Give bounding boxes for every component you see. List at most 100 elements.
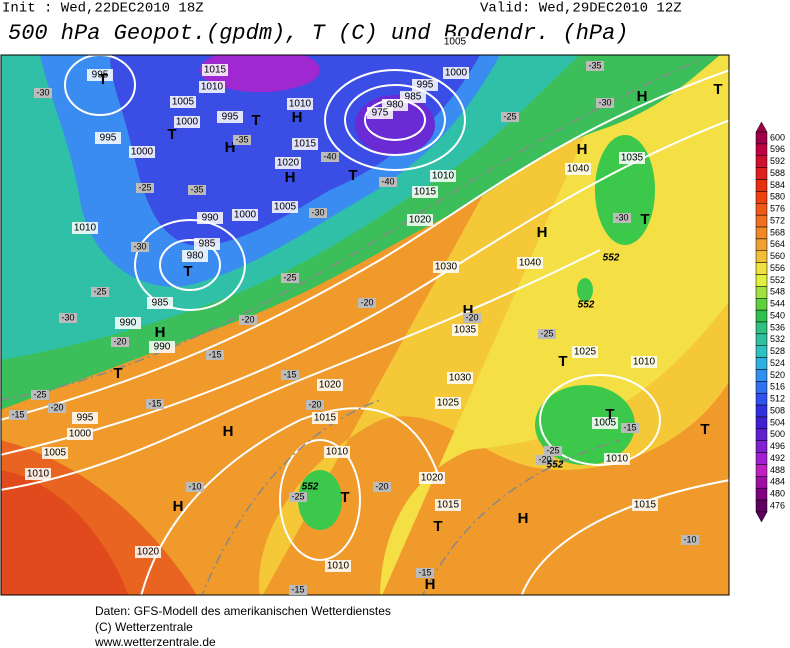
colorbar-swatch: [755, 321, 768, 335]
temperature-label: -30: [36, 87, 49, 97]
colorbar-label: 592: [770, 156, 785, 166]
pressure-label: 1015: [414, 187, 437, 198]
colorbar-label: 504: [770, 417, 785, 427]
temperature-label: -40: [323, 151, 336, 161]
pressure-label: 995: [417, 80, 434, 91]
pressure-label: 1025: [437, 398, 460, 409]
pressure-label-bg: [197, 212, 223, 224]
colorbar-swatch: [755, 452, 768, 465]
colorbar-swatch: [755, 262, 768, 275]
footer-line: www.wetterzentrale.de: [94, 635, 216, 648]
pressure-label: 1035: [454, 325, 477, 336]
pressure-label-bg: [147, 297, 173, 309]
colorbar-label: 532: [770, 334, 785, 344]
pressure-label-bg: [87, 69, 113, 81]
pressure-label-bg: [632, 499, 658, 511]
pressure-label-bg: [407, 214, 433, 226]
pressure-center: T: [167, 126, 176, 143]
isotherms: [1, 59, 701, 595]
colorbar-label: 588: [770, 168, 785, 178]
temperature-label: -20: [308, 399, 321, 409]
colorbar-label: 512: [770, 394, 785, 404]
pressure-label: 990: [154, 342, 171, 353]
pressure-center: T: [558, 353, 567, 370]
temperature-label-bg: [536, 455, 554, 465]
pressure-center: T: [640, 211, 649, 228]
colorbar-end: [755, 511, 768, 523]
colorbar-label: 584: [770, 180, 785, 190]
temperature-label-bg: [34, 88, 52, 98]
pressure-center: T: [183, 263, 192, 280]
colorbar-swatch: [755, 274, 768, 287]
pressure-label-bg: [199, 81, 225, 93]
temperature-label-bg: [379, 177, 397, 187]
colorbar-swatch: [755, 487, 768, 501]
pressure-label-bg: [442, 36, 468, 48]
temperature-label: -15: [148, 398, 161, 408]
height-label: 552: [302, 482, 319, 493]
colorbar-label: 600: [770, 132, 785, 142]
pressure-label: 1020: [137, 547, 160, 558]
pressure-label-bg: [287, 98, 313, 110]
temperature-label-bg: [538, 329, 556, 339]
temperature-label: -15: [11, 409, 24, 419]
pressure-label-bg: [325, 560, 351, 572]
colorbar-label: 488: [770, 465, 785, 475]
pressure-center: H: [637, 88, 648, 105]
temperature-label-bg: [416, 568, 434, 578]
pressure-label: 1020: [409, 215, 432, 226]
pressure-label-bg: [149, 341, 175, 353]
pressure-label-bg: [604, 453, 630, 465]
pressure-label: 1005: [44, 448, 67, 459]
temperature-label-bg: [306, 400, 324, 410]
pressure-center: H: [292, 109, 303, 126]
colorbar-swatch: [755, 404, 768, 418]
footer-line: Daten: GFS-Modell des amerikanischen Wet…: [95, 604, 391, 618]
temperature-label-bg: [281, 273, 299, 283]
pressure-label: 1035: [621, 153, 644, 164]
temperature-label-bg: [621, 423, 639, 433]
colorbar-label: 576: [770, 204, 785, 214]
pressure-label-bg: [435, 499, 461, 511]
pressure-label-bg: [129, 146, 155, 158]
pressure-center: H: [155, 324, 166, 341]
pressure-label-bg: [217, 111, 243, 123]
temperature-label-bg: [59, 313, 77, 323]
temperature-label: -20: [375, 481, 388, 491]
pressure-label: 1010: [74, 223, 97, 234]
colorbar-label: 500: [770, 429, 785, 439]
pressure-label: 990: [120, 318, 137, 329]
map-frame: [0, 54, 730, 596]
temperature-label: -10: [188, 481, 201, 491]
temperature-label: -15: [418, 567, 431, 577]
pressure-label-bg: [435, 397, 461, 409]
pressure-label-bg: [170, 96, 196, 108]
colorbar-swatch: [755, 309, 768, 323]
pressure-label-bg: [430, 170, 456, 182]
height-label: 552: [547, 460, 564, 471]
pressure-label-bg: [592, 417, 618, 429]
colorbar-swatch: [755, 440, 768, 453]
temperature-label-bg: [681, 535, 699, 545]
temperature-label-bg: [146, 399, 164, 409]
temperature-label-bg: [111, 337, 129, 347]
pressure-label: 1010: [289, 99, 312, 110]
pressure-label: 1015: [294, 139, 317, 150]
colorbar-label: 548: [770, 287, 785, 297]
pressure-label: 1000: [69, 429, 92, 440]
pressure-label: 1015: [314, 413, 337, 424]
green-blob: [595, 135, 655, 245]
colorbar-label: 476: [770, 500, 785, 510]
pressure-label: 1025: [574, 347, 597, 358]
colorbar-label: 556: [770, 263, 785, 273]
colorbar-end: [755, 121, 768, 133]
pressure-label: 995: [100, 133, 117, 144]
pressure-center: T: [700, 421, 709, 438]
temperature-label: -15: [283, 369, 296, 379]
pressure-label: 1030: [435, 262, 458, 273]
pressure-label: 990: [202, 213, 219, 224]
pressure-label: 1020: [421, 473, 444, 484]
pressure-label: 1030: [449, 373, 472, 384]
pressure-label: 995: [92, 70, 109, 81]
